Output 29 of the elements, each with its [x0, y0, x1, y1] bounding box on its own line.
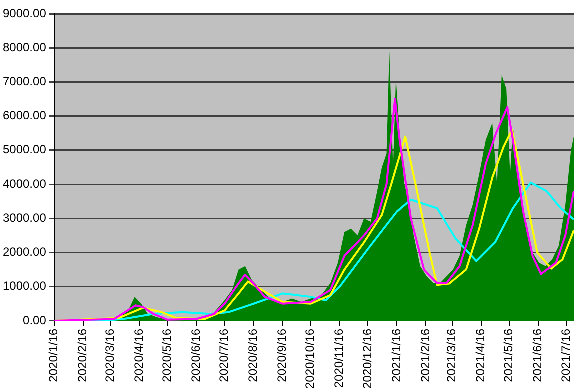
y-tick-label: 5000.00	[2, 142, 47, 157]
x-tick-label: 2020/10/16	[303, 328, 318, 390]
x-tick-label: 2021/1/16	[389, 328, 404, 382]
y-tick-label: 6000.00	[2, 108, 47, 123]
y-tick-label: 0.00	[23, 313, 47, 328]
x-tick-label: 2021/6/16	[530, 328, 545, 382]
x-tick-label: 2021/4/16	[474, 328, 488, 382]
x-tick-label: 2020/8/16	[246, 328, 260, 382]
x-tick-label: 2020/4/16	[132, 328, 146, 382]
x-tick-label: 2020/6/16	[189, 328, 203, 382]
x-tick-label: 2021/5/16	[502, 328, 516, 382]
y-tick-label: 7000.00	[2, 74, 47, 89]
x-tick-label: 2021/7/16	[558, 328, 573, 382]
x-tick-label: 2020/12/16	[360, 328, 374, 390]
x-tick-label: 2020/5/16	[160, 328, 174, 382]
y-tick-label: 4000.00	[2, 176, 47, 191]
x-tick-label: 2020/7/16	[217, 328, 232, 382]
x-tick-label: 2021/2/16	[418, 328, 432, 382]
x-tick-label: 2020/9/16	[275, 328, 290, 382]
x-tick-label: 2020/1/16	[46, 328, 61, 382]
y-tick-label: 9000.00	[2, 6, 47, 20]
y-tick-label: 1000.00	[2, 279, 47, 294]
y-tick-label: 2000.00	[2, 245, 47, 260]
y-tick-label: 8000.00	[2, 40, 47, 54]
x-tick-label: 2020/2/16	[76, 328, 90, 382]
y-tick-label: 3000.00	[2, 210, 47, 225]
x-tick-label: 2021/3/16	[444, 328, 459, 382]
x-tick-label: 2020/3/16	[102, 328, 117, 382]
x-tick-label: 2020/11/16	[332, 328, 346, 388]
